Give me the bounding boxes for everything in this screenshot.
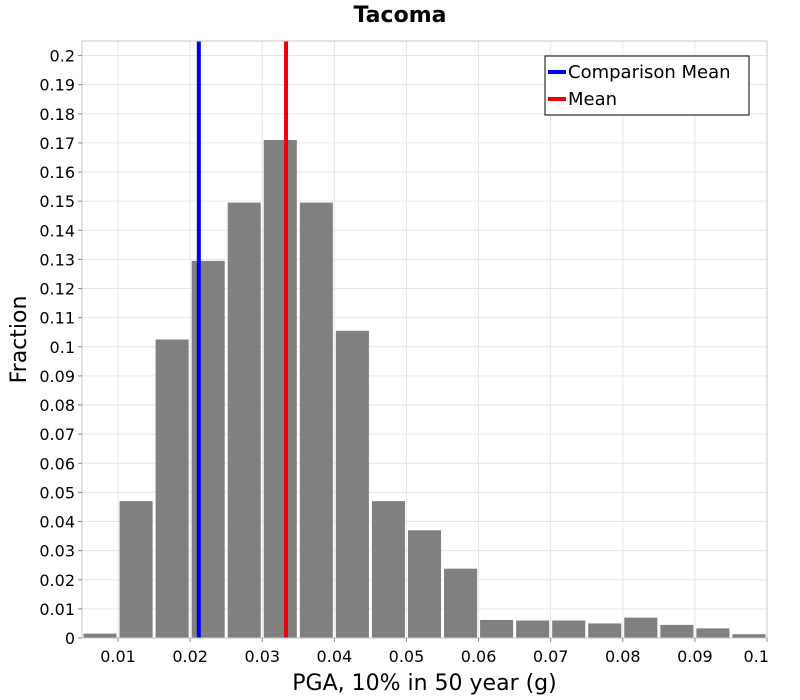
y-tick-label: 0.07 — [39, 425, 75, 444]
y-tick-label: 0.05 — [39, 483, 75, 502]
y-axis-label: Fraction — [7, 296, 32, 384]
histogram-bar — [444, 568, 478, 638]
legend-entry-comparison-mean: Comparison Mean — [568, 62, 731, 83]
histogram-bar — [624, 617, 658, 638]
x-axis-ticks: 0.01 0.02 0.03 0.04 0.05 0.06 0.07 0.08 0.09 0.1 — [100, 638, 769, 666]
x-tick-label: 0.04 — [317, 647, 353, 666]
histogram-bar — [119, 501, 153, 638]
histogram-bar — [155, 339, 189, 638]
y-tick-label: 0.2 — [50, 47, 75, 66]
y-tick-label: 0.15 — [39, 192, 75, 211]
chart-title: Tacoma — [354, 3, 447, 28]
histogram-bar — [516, 620, 550, 638]
x-tick-label: 0.05 — [389, 647, 425, 666]
y-tick-label: 0.09 — [39, 367, 75, 386]
histogram-bar — [227, 202, 261, 638]
y-tick-label: 0.12 — [39, 280, 75, 299]
y-tick-label: 0.18 — [39, 105, 75, 124]
y-tick-label: 0.17 — [39, 134, 75, 153]
histogram-bar — [191, 260, 225, 638]
y-tick-label: 0.01 — [39, 600, 75, 619]
histogram-bar — [263, 140, 297, 638]
y-tick-label: 0.16 — [39, 163, 75, 182]
x-tick-label: 0.09 — [677, 647, 713, 666]
histogram-bar — [732, 634, 766, 638]
histogram-bar — [335, 330, 369, 638]
y-tick-label: 0.04 — [39, 513, 75, 532]
y-tick-label: 0.06 — [39, 454, 75, 473]
y-tick-label: 0 — [65, 629, 75, 648]
histogram-bar — [696, 628, 730, 638]
y-tick-label: 0.02 — [39, 571, 75, 590]
x-tick-label: 0.06 — [461, 647, 497, 666]
x-tick-label: 0.02 — [172, 647, 208, 666]
histogram-bar — [83, 633, 117, 638]
histogram-bar — [480, 619, 514, 638]
y-tick-label: 0.14 — [39, 221, 75, 240]
x-axis-label: PGA, 10% in 50 year (g) — [292, 671, 556, 696]
y-tick-label: 0.08 — [39, 396, 75, 415]
legend-box — [544, 55, 750, 116]
plot-area-frame — [81, 40, 768, 639]
histogram-bar — [552, 620, 586, 638]
x-tick-label: 0.03 — [244, 647, 280, 666]
y-axis-ticks: 0 0.01 0.02 0.03 0.04 0.05 0.06 0.07 0.08 0.09 0.1… — [39, 47, 82, 648]
y-tick-label: 0.13 — [39, 250, 75, 269]
histogram-bar — [660, 624, 694, 638]
legend-entry-mean: Mean — [568, 89, 617, 110]
y-tick-label: 0.19 — [39, 76, 75, 95]
x-tick-label: 0.07 — [533, 647, 569, 666]
mean-lines — [196, 41, 289, 638]
x-tick-label: 0.01 — [100, 647, 136, 666]
histogram-bar — [588, 623, 622, 638]
y-tick-label: 0.1 — [50, 338, 75, 357]
histogram-bar — [407, 530, 442, 638]
y-tick-label: 0.11 — [39, 309, 75, 328]
histogram-bar — [371, 501, 405, 638]
x-tick-label: 0.1 — [744, 647, 769, 666]
y-tick-label: 0.03 — [39, 542, 75, 561]
legend: Comparison Mean Mean — [544, 55, 750, 116]
histogram-bar — [299, 202, 333, 638]
x-tick-label: 0.08 — [605, 647, 641, 666]
histogram-bars — [83, 140, 766, 638]
